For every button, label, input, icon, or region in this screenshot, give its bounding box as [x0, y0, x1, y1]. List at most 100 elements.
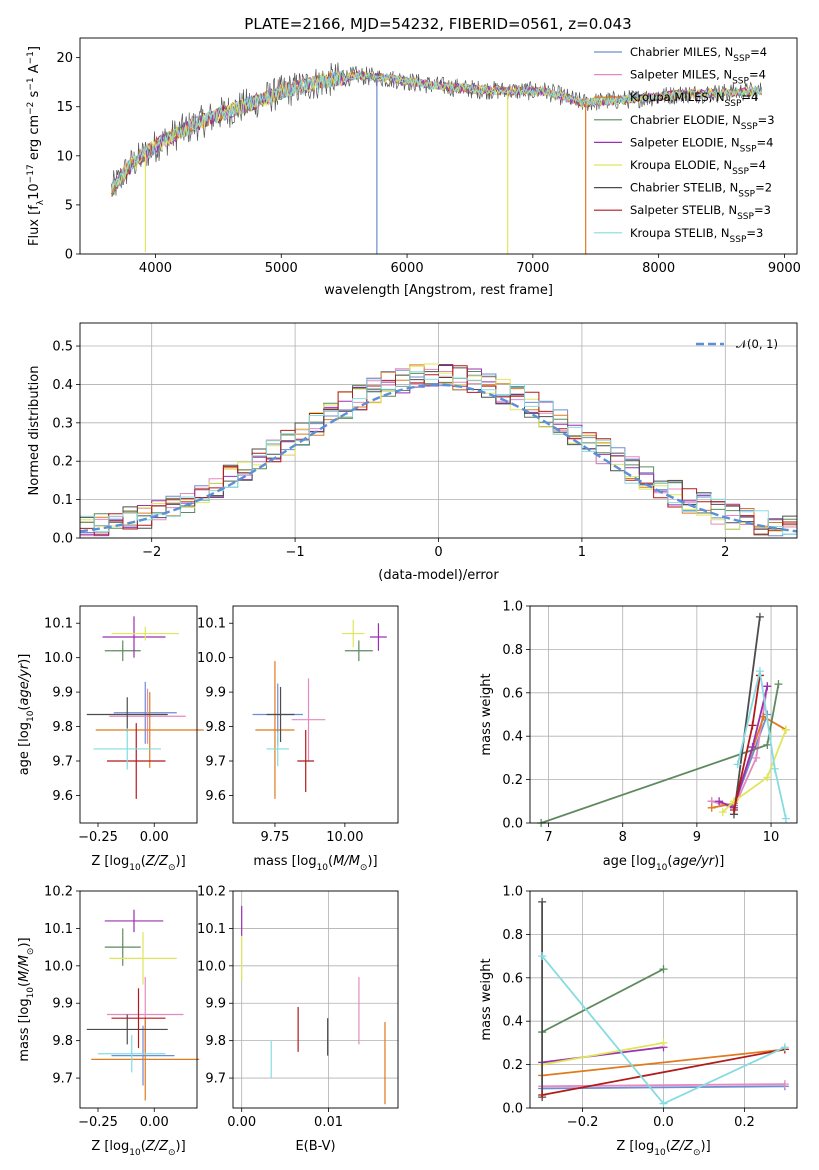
- x-tick-label: −1: [286, 545, 305, 560]
- x-tick-label: 10.00: [326, 830, 363, 845]
- legend-entry: 𝒩(0, 1): [736, 337, 778, 351]
- y-tick-label: 0: [65, 248, 73, 263]
- x-tick-label: 8000: [642, 261, 675, 276]
- weight-marker: [763, 682, 772, 691]
- weight-marker: [659, 965, 668, 974]
- x-tick-label: 0.2: [734, 1115, 755, 1130]
- panel-1: 4000 5000 6000 7000 8000 9000 0 5 10 15 20 waveleng…: [56, 37, 801, 298]
- weight-marker: [763, 773, 772, 782]
- y-tick-label: 0.6: [502, 971, 523, 986]
- legend-entry: Kroupa STELIB, NSSP=3: [630, 226, 763, 245]
- panel-6: −0.25 0.00 9.7 9.8 9.9 10.0 10.1 10.2: [44, 885, 200, 1130]
- spectrum-line-c9: [110, 70, 763, 192]
- weight-marker: [770, 764, 779, 773]
- y-tick-label: 10.1: [44, 617, 73, 632]
- weight-marker: [755, 667, 764, 676]
- x-tick-label: 7000: [516, 261, 549, 276]
- axes-frame: [529, 890, 798, 1109]
- x-tick-label: 2: [721, 545, 729, 560]
- x-axis-label: Z [log10(Z/Z⊙)]: [91, 1139, 185, 1158]
- weight-marker: [781, 814, 790, 823]
- x-tick-label: 5000: [265, 261, 298, 276]
- y-tick-label: 1.0: [502, 885, 523, 900]
- x-axis-label: mass [log10(M/M⊙)]: [253, 854, 377, 873]
- y-tick-label: 9.9: [205, 686, 226, 701]
- weight-marker: [538, 897, 547, 906]
- y-tick-label: 15: [56, 100, 73, 115]
- x-axis-label: E(B-V): [295, 1139, 335, 1154]
- panel-8: −0.2 0.0 0.2 0.0 0.2 0.4 0.6 0.8 1.0 mass weight: [479, 885, 798, 1130]
- weight-line-c9: [736, 670, 787, 819]
- weight-marker: [780, 1080, 789, 1089]
- x-tick-label: 1: [578, 545, 586, 560]
- x-tick-label: 6000: [391, 261, 424, 276]
- x-axis-label: age [log10(age/yr)]: [603, 854, 725, 873]
- y-tick-label: 9.7: [52, 1072, 73, 1087]
- y-tick-label: 0.8: [502, 928, 523, 943]
- hist-c7: [79, 365, 797, 538]
- x-tick-label: 4000: [139, 261, 172, 276]
- x-tick-label: 0.00: [140, 1115, 169, 1130]
- y-tick-label: 0.2: [502, 1058, 523, 1073]
- weight-marker: [718, 808, 727, 817]
- weight-marker: [715, 797, 724, 806]
- panel-4: 9.75 10.00 9.6 9.7 9.8 9.9 10.0 10.1: [197, 605, 399, 845]
- axes-frame: [79, 605, 198, 824]
- legend-entry: Salpeter ELODIE, NSSP=4: [630, 135, 773, 154]
- x-tick-label: 0.00: [140, 830, 169, 845]
- weight-marker: [659, 1038, 668, 1047]
- y-tick-label: 0.1: [52, 493, 73, 508]
- weight-line-c4: [541, 968, 664, 1033]
- y-tick-label: 0.4: [502, 730, 523, 745]
- y-tick-label: 0.0: [502, 1102, 523, 1117]
- x-tick-label: 0.0: [653, 1115, 674, 1130]
- chart-layer: 4000 5000 6000 7000 8000 900005101520waveleng…: [17, 37, 801, 1158]
- y-tick-label: 0.6: [502, 686, 523, 701]
- weight-line-c2: [542, 1083, 785, 1088]
- x-tick-label: 7: [544, 830, 552, 845]
- y-tick-label: 9.8: [205, 720, 226, 735]
- chart-title: PLATE=2166, MJD=54232, FIBERID=0561, z=0…: [244, 15, 631, 33]
- weight-marker: [774, 680, 783, 689]
- panel-3: −0.25 0.00 9.6 9.7 9.8 9.9 10.0 10.1: [44, 605, 204, 845]
- weight-marker: [755, 612, 764, 621]
- y-tick-label: 20: [56, 51, 73, 66]
- x-tick-label: −0.2: [567, 1115, 599, 1130]
- spectra: [110, 62, 763, 254]
- legend-entry: Salpeter MILES, NSSP=4: [630, 68, 766, 87]
- y-tick-label: 9.9: [205, 997, 226, 1012]
- x-tick-label: 8: [619, 830, 627, 845]
- legend-entry: Chabrier STELIB, NSSP=2: [630, 181, 772, 200]
- legend-entry: Salpeter STELIB, NSSP=3: [630, 203, 771, 222]
- y-tick-label: 0.0: [502, 817, 523, 832]
- y-tick-label: 0.2: [52, 455, 73, 470]
- x-axis-label: Z [log10(Z/Z⊙)]: [616, 1139, 710, 1158]
- weight-line-c6: [541, 1042, 664, 1066]
- weight-marker: [733, 760, 742, 769]
- y-axis-label: mass [log10(M/M⊙)]: [17, 937, 36, 1061]
- y-tick-label: 10.1: [197, 922, 226, 937]
- y-tick-label: 9.7: [205, 755, 226, 770]
- y-tick-label: 9.6: [205, 789, 226, 804]
- hist-c9: [79, 371, 797, 538]
- legend-entry: Kroupa ELODIE, NSSP=4: [630, 158, 766, 177]
- y-tick-label: 0.3: [52, 416, 73, 431]
- weight-line-c5: [541, 1046, 664, 1064]
- y-tick-label: 9.7: [205, 1072, 226, 1087]
- y-tick-label: 0.2: [502, 773, 523, 788]
- y-tick-label: 9.8: [52, 720, 73, 735]
- weight-marker: [538, 952, 547, 961]
- hist-c5: [79, 364, 797, 538]
- histograms: [79, 363, 798, 538]
- y-tick-label: 0.4: [502, 1015, 523, 1030]
- weight-marker: [748, 721, 757, 730]
- x-tick-label: −0.25: [78, 830, 118, 845]
- weight-marker: [763, 740, 772, 749]
- axes-frame: [232, 605, 399, 824]
- y-axis-label: mass weight: [479, 673, 494, 755]
- weight-line-c7: [733, 616, 761, 815]
- normal-curve: [79, 383, 798, 533]
- y-tick-label: 9.6: [52, 789, 73, 804]
- weight-marker: [781, 725, 790, 734]
